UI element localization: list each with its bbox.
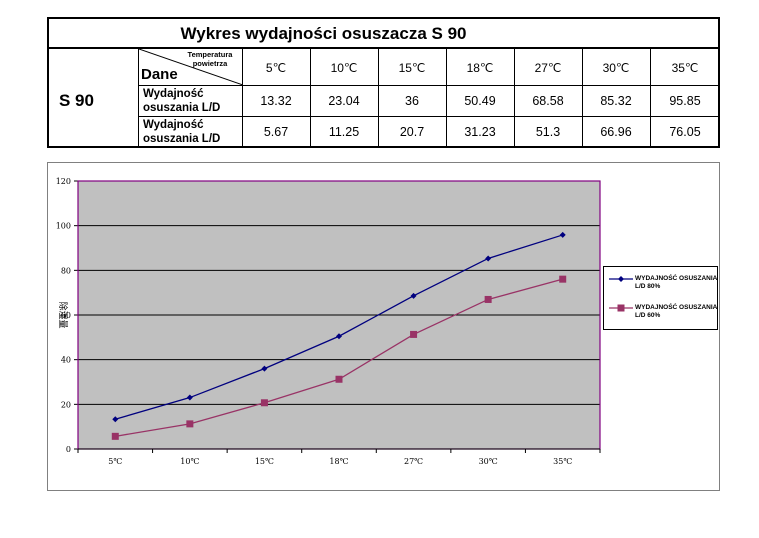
grid-line [138, 85, 718, 86]
grid-line [582, 49, 583, 146]
data-point-square [186, 420, 194, 428]
x-tick-label: 15℃ [255, 457, 274, 466]
data-point-square [484, 295, 492, 303]
x-tick-label: 18℃ [329, 457, 348, 466]
table-cell: 85.32 [600, 94, 632, 108]
grid-line [138, 116, 718, 117]
grid-line [514, 49, 515, 146]
grid-line [650, 49, 651, 146]
table-cell: 95.85 [669, 94, 701, 108]
grid-line [138, 49, 139, 146]
table-cell: 76.05 [669, 125, 701, 139]
header-diagonal-cell: Temperatura powietrza Dane [139, 49, 243, 85]
data-point-diamond [485, 255, 492, 262]
header-dane: Dane [141, 66, 178, 83]
y-tick-label: 40 [61, 356, 71, 365]
data-point-square [559, 275, 567, 283]
x-tick-label: 27℃ [404, 457, 423, 466]
table-cell: 51.3 [535, 125, 561, 139]
table-title-row: Wykres wydajności osuszacza S 90 [49, 19, 718, 49]
data-point-diamond [559, 231, 566, 238]
y-tick-label: 0 [66, 445, 71, 454]
model-name: S 90 [59, 91, 94, 110]
y-tick-label: 100 [56, 222, 71, 231]
column-header: 15℃ [398, 61, 426, 75]
x-tick-label: 5℃ [108, 457, 122, 466]
data-point-square [260, 399, 268, 407]
legend-label: WYDAJNOŚĆ OSUSZANIA L/D 80% [635, 275, 718, 290]
table-cell: 50.49 [464, 94, 496, 108]
table-cell: 66.96 [600, 125, 632, 139]
data-point-diamond [112, 416, 119, 423]
data-point-square [335, 375, 343, 383]
y-tick-label: 20 [61, 400, 71, 409]
data-point-square [111, 432, 119, 440]
table-cell: 20.7 [399, 125, 425, 139]
table-cell: 36 [405, 94, 419, 108]
legend-marker-square [609, 304, 633, 312]
column-header: 30℃ [602, 61, 630, 75]
table-cell: 11.25 [328, 125, 360, 139]
x-tick-label: 10℃ [180, 457, 199, 466]
table-cell: 68.58 [532, 94, 564, 108]
column-header: 18℃ [466, 61, 494, 75]
row-label: Wydajność osuszania L/D [143, 88, 221, 114]
grid-line [242, 49, 243, 146]
row-label: Wydajność osuszania L/D [143, 119, 221, 145]
column-header: 10℃ [330, 61, 358, 75]
data-point-diamond [336, 333, 342, 340]
column-header: 35℃ [671, 61, 699, 75]
column-header: 5℃ [265, 61, 287, 75]
data-point-diamond [261, 365, 268, 372]
diagonal-line [139, 49, 243, 85]
data-point-square [410, 330, 418, 338]
legend-label: WYDAJNOŚĆ OSUSZANIA L/D 60% [635, 304, 718, 319]
chart-legend: WYDAJNOŚĆ OSUSZANIA L/D 80% WYDAJNOŚĆ OS… [603, 266, 718, 330]
data-point-diamond [410, 292, 417, 299]
table-grid: S 90 Temperatura powietrza Dane 5℃ 10℃ 1… [49, 49, 718, 146]
y-axis-label: 除湿量 [57, 301, 69, 328]
grid-line [310, 49, 311, 146]
grid-line [446, 49, 447, 146]
x-tick-label: 30℃ [479, 457, 498, 466]
column-header: 27℃ [534, 61, 562, 75]
x-tick-label: 35℃ [553, 457, 572, 466]
data-point-diamond [186, 394, 193, 401]
table-cell: 23.04 [328, 94, 360, 108]
table-cell: 31.23 [464, 125, 496, 139]
y-tick-label: 60 [61, 311, 71, 320]
y-tick-label: 80 [61, 266, 71, 275]
table-title: Wykres wydajności osuszacza S 90 [180, 24, 467, 43]
legend-marker-diamond [609, 276, 633, 282]
performance-table: Wykres wydajności osuszacza S 90 S 90 Te… [47, 17, 720, 148]
table-cell: 13.32 [260, 94, 292, 108]
chart-area [47, 162, 720, 491]
y-tick-label: 120 [56, 177, 71, 186]
header-temperature: Temperatura powietrza [187, 50, 233, 68]
grid-line [378, 49, 379, 146]
table-cell: 5.67 [263, 125, 289, 139]
